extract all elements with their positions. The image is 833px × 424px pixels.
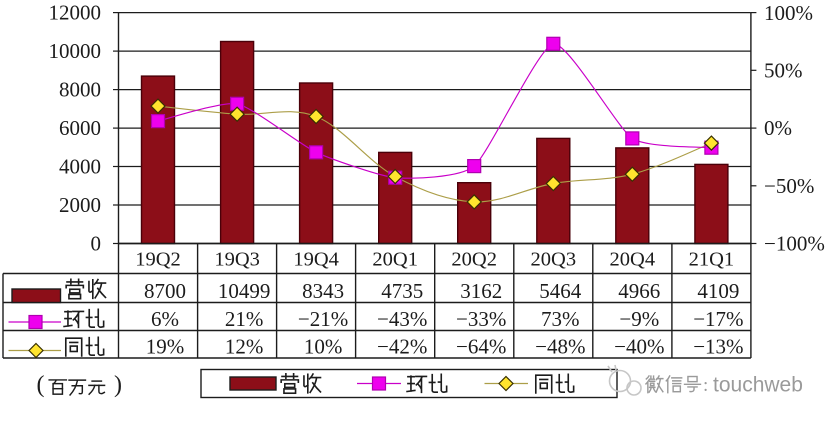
svg-text:−64%: −64% [456,335,506,359]
svg-text:10000: 10000 [49,39,102,63]
svg-text:20Q1: 20Q1 [372,249,418,271]
svg-text:−42%: −42% [377,335,427,359]
svg-text:): ) [114,372,122,398]
svg-text:12%: 12% [225,335,264,359]
svg-text:12000: 12000 [49,0,102,24]
svg-text:10499: 10499 [218,279,271,303]
svg-text:−13%: −13% [693,335,743,359]
svg-text:−33%: −33% [456,307,506,331]
svg-text:−43%: −43% [377,307,427,331]
svg-text:21Q1: 21Q1 [689,249,735,271]
svg-text:19Q3: 19Q3 [214,249,260,271]
svg-text:4109: 4109 [697,279,739,303]
svg-text:5464: 5464 [539,279,582,303]
svg-text:3162: 3162 [460,279,502,303]
svg-text:19%: 19% [146,335,185,359]
svg-text:4000: 4000 [59,154,101,178]
svg-text:(: ( [37,372,45,398]
svg-text:−50%: −50% [764,174,814,198]
svg-text:19Q4: 19Q4 [293,249,339,271]
svg-text:10%: 10% [304,335,343,359]
svg-text:20Q4: 20Q4 [610,249,656,271]
svg-text:20Q3: 20Q3 [531,249,577,271]
svg-text:touchweb: touchweb [713,374,803,397]
svg-text:−40%: −40% [614,335,664,359]
svg-text:8343: 8343 [302,279,344,303]
svg-text:−100%: −100% [764,232,825,256]
svg-text:0%: 0% [764,116,792,140]
svg-text:20Q2: 20Q2 [451,249,497,271]
svg-text:100%: 100% [764,1,813,25]
svg-text:−17%: −17% [693,307,743,331]
svg-text:73%: 73% [541,307,580,331]
svg-text:21%: 21% [225,307,264,331]
svg-text:19Q2: 19Q2 [135,249,181,271]
svg-text:−48%: −48% [535,335,585,359]
svg-text:8700: 8700 [144,279,186,303]
svg-text:4966: 4966 [618,279,660,303]
svg-text::: : [703,375,708,396]
svg-text:−9%: −9% [619,307,659,331]
svg-text:0: 0 [91,231,102,255]
svg-text:−21%: −21% [298,307,348,331]
svg-text:50%: 50% [764,59,803,83]
svg-text:8000: 8000 [59,77,101,101]
svg-text:4735: 4735 [381,279,423,303]
svg-text:2000: 2000 [59,193,101,217]
svg-text:6%: 6% [151,307,179,331]
svg-text:6000: 6000 [59,116,101,140]
